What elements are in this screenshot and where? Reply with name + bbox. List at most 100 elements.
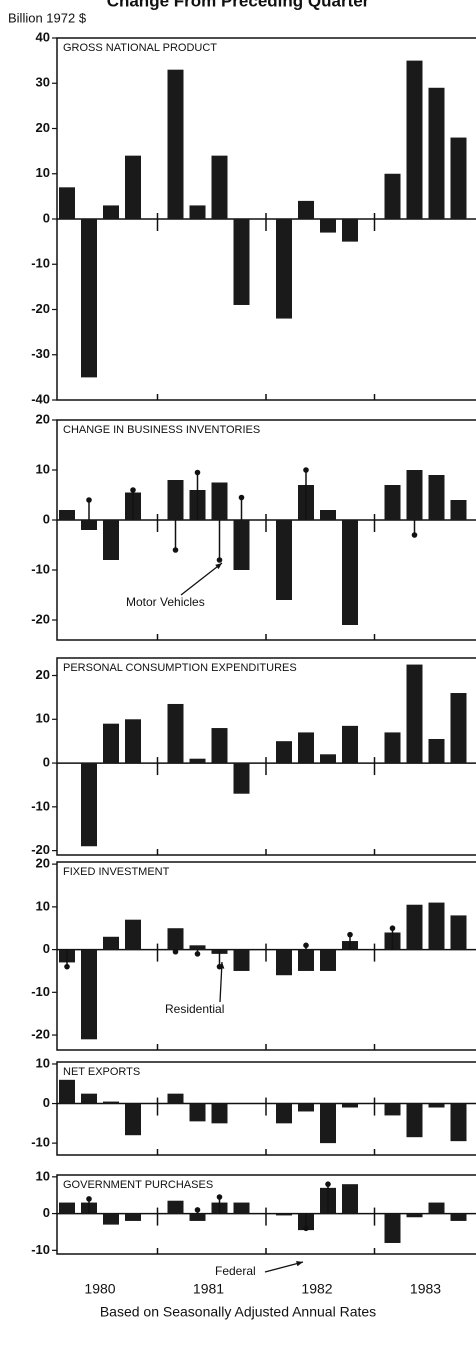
annotation-arrow [180,562,223,596]
x-year-label: 1983 [410,1281,441,1297]
bar [189,1103,206,1122]
bar [320,510,336,520]
bar [125,155,141,219]
bar [125,1103,141,1136]
bar [233,520,250,570]
bar [450,137,467,219]
panel-title: NET EXPORTS [63,1066,140,1078]
bar [450,1103,467,1142]
marker-dot [86,497,92,503]
bar [189,758,206,764]
bar [342,1184,358,1214]
bar [298,200,314,219]
bar [125,719,141,764]
panel-title: FIXED INVESTMENT [63,866,170,878]
bar [276,1103,292,1124]
bar [384,1213,401,1243]
y-tick-label: -20 [31,842,50,857]
bar [428,738,445,764]
annotation: Federal [215,1264,256,1278]
bar [276,949,292,976]
y-tick-label: 10 [36,898,50,913]
panel-frame [56,1174,476,1255]
bar [428,475,445,520]
bar [384,485,401,520]
bar [103,1213,119,1225]
marker-dot [303,467,309,473]
bar [342,725,358,764]
y-tick-label: 0 [43,210,50,225]
y-tick-label: -20 [31,301,50,316]
bar [59,1079,75,1104]
y-tick-label: -10 [31,984,50,999]
bar [59,510,75,520]
y-tick-label: -10 [31,256,50,271]
marker-dot [216,1194,223,1200]
bar [276,1213,292,1216]
bar [167,1200,184,1214]
bar [406,1213,423,1218]
bar [320,1103,336,1144]
bar [428,902,445,950]
y-tick-label: 20 [36,120,50,135]
bar [320,949,336,971]
bar [189,945,206,950]
bar [167,928,184,950]
bar [103,520,119,560]
bar [406,904,423,950]
bar [342,1103,358,1108]
y-tick-label: -20 [31,1026,50,1041]
bar [384,173,401,219]
bar [233,1202,250,1214]
arrow-head [296,1261,303,1267]
x-year-label: 1981 [193,1281,224,1297]
marker-dot [303,1225,309,1232]
panel-title: PERSONAL CONSUMPTION EXPENDITURES [63,662,297,674]
bar [450,1213,467,1221]
y-tick-label: 0 [43,1095,50,1110]
y-tick-label: 20 [36,667,50,682]
bar [211,728,228,764]
y-tick-label: 40 [36,29,50,44]
annotation-arrow [264,1261,304,1273]
bar [211,1103,228,1124]
marker-dot [216,557,223,563]
panel-title: GROSS NATIONAL PRODUCT [63,42,217,54]
bar [233,219,250,305]
bar [342,520,358,625]
unit-label: Billion 1972 $ [8,10,87,25]
bar [167,480,184,520]
marker-dot [389,925,396,932]
y-tick-label: 10 [36,711,50,726]
y-tick-label: 0 [43,941,50,956]
arrow-head [215,563,222,570]
bar [103,723,119,764]
bar [406,470,423,520]
bar [342,219,358,242]
y-tick-label: -30 [31,346,50,361]
bar [81,1093,97,1104]
y-tick-label: -10 [31,561,50,576]
bar [298,732,314,764]
annotation: Residential [165,1002,224,1016]
marker-dot [86,1196,92,1202]
y-tick-label: 10 [36,461,50,476]
y-tick-label: 0 [43,1205,50,1220]
bar [233,763,250,794]
x-year-label: 1982 [301,1281,332,1297]
marker-dot [64,963,70,970]
bar [320,219,336,233]
panel-title: CHANGE IN BUSINESS INVENTORIES [63,424,260,436]
marker-dot [130,487,136,493]
bar [59,187,75,219]
bar [167,703,184,764]
panel-frame [56,657,476,856]
y-tick-label: 10 [36,1055,50,1070]
bar [276,741,292,764]
bar [189,205,206,219]
bar [103,936,119,950]
bar [125,919,141,950]
bar [81,949,97,1040]
bar [384,1103,401,1116]
